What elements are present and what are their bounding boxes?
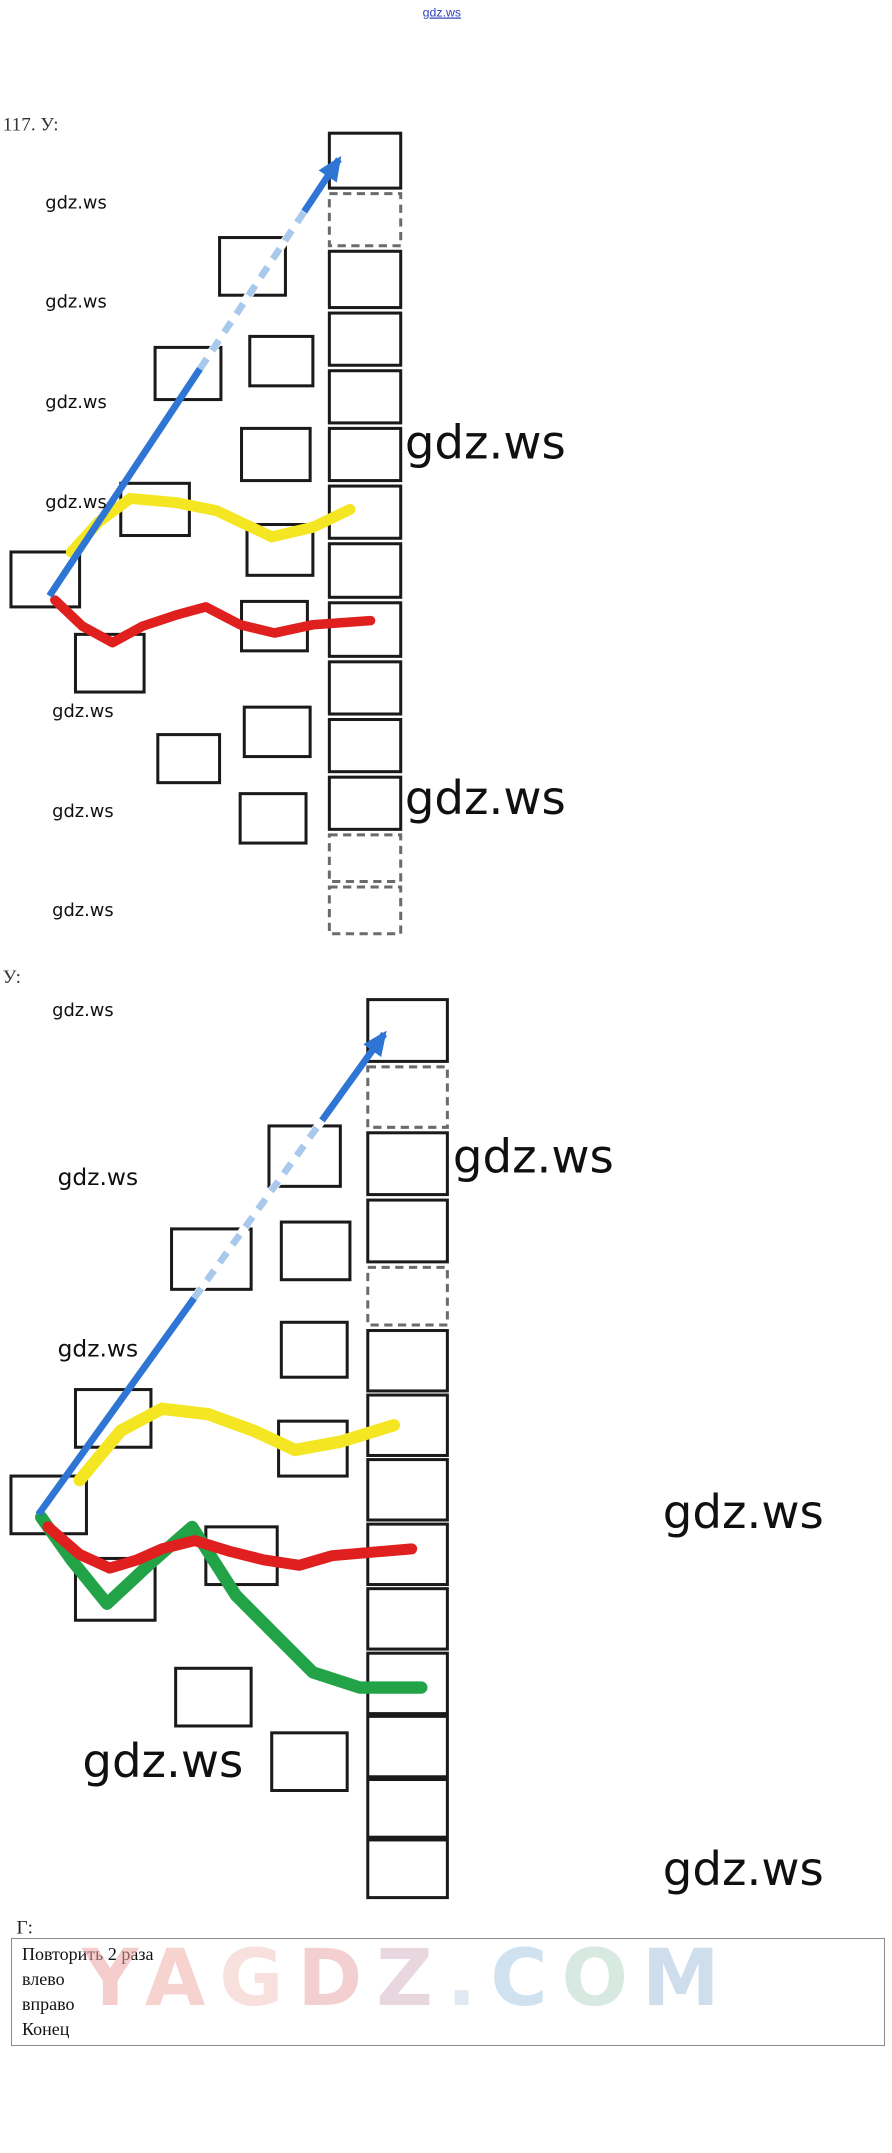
grid-cell bbox=[279, 1320, 349, 1379]
top-watermark-link[interactable]: gdz.ws bbox=[423, 5, 461, 19]
program-box: Повторить 2 раза влево вправо Конец bbox=[11, 1938, 885, 2046]
grid-cell bbox=[366, 1714, 449, 1779]
grid-cell bbox=[240, 426, 312, 483]
grid-cell-dashed bbox=[327, 885, 403, 936]
gdz-watermark: gdz.ws bbox=[58, 1335, 138, 1363]
grid-cell bbox=[366, 1778, 449, 1839]
grid-cell bbox=[327, 660, 403, 716]
green-route-line bbox=[34, 1511, 428, 1694]
grid-cell bbox=[327, 601, 403, 658]
red-route-line bbox=[50, 595, 376, 648]
grid-cell bbox=[366, 1458, 449, 1522]
grid-cell bbox=[270, 1731, 349, 1793]
grid-cell bbox=[238, 792, 308, 845]
gdz-watermark: gdz.ws bbox=[52, 1000, 114, 1021]
gdz-watermark: gdz.ws bbox=[45, 193, 107, 214]
grid-cell bbox=[327, 717, 403, 774]
gdz-watermark: gdz.ws bbox=[45, 392, 107, 413]
grid-cell bbox=[156, 733, 222, 785]
gdz-watermark: gdz.ws bbox=[82, 1735, 243, 1789]
grid-cell-dashed bbox=[327, 833, 403, 884]
gdz-watermark: gdz.ws bbox=[58, 1163, 138, 1191]
grid-cell bbox=[327, 426, 403, 483]
grid-cell bbox=[366, 1198, 449, 1264]
gdz-watermark: gdz.ws bbox=[52, 801, 114, 822]
grid-cell bbox=[327, 775, 403, 831]
grid-cell bbox=[366, 998, 449, 1063]
gdz-watermark: gdz.ws bbox=[45, 292, 107, 313]
gdz-watermark: gdz.ws bbox=[52, 900, 114, 921]
grid-cell bbox=[327, 311, 403, 367]
grid-cell-dashed bbox=[366, 1065, 449, 1129]
grid-cell bbox=[366, 1587, 449, 1651]
grid-cell bbox=[366, 1838, 449, 1900]
grid-cell bbox=[248, 334, 315, 388]
program-line-repeat: Повторить 2 раза bbox=[22, 1944, 154, 1964]
red-route-line bbox=[42, 1521, 418, 1574]
arrow-dashed-segment bbox=[197, 209, 308, 371]
gdz-watermark: gdz.ws bbox=[405, 772, 566, 826]
grid-cell bbox=[174, 1666, 253, 1728]
diagram-2: gdz.ws gdz.ws gdz.ws gdz.ws gdz.ws gdz.ws gdz.… bbox=[9, 998, 824, 1900]
gdz-watermark: gdz.ws bbox=[663, 1843, 824, 1897]
grid-cell bbox=[242, 705, 312, 759]
grid-cell bbox=[119, 481, 191, 538]
grid-cell bbox=[327, 542, 403, 599]
grid-cell bbox=[366, 1131, 449, 1197]
diagram-1: gdz.ws gdz.ws gdz.ws gdz.ws gdz.ws gdz.ws gdz.… bbox=[9, 131, 566, 936]
section-2-label: У: bbox=[3, 967, 21, 988]
program-line-right: вправо bbox=[22, 1994, 75, 2014]
program-line-end: Конец bbox=[22, 2019, 70, 2039]
grid-cell bbox=[279, 1220, 352, 1282]
grid-cell bbox=[327, 369, 403, 425]
gdz-watermark: gdz.ws bbox=[453, 1131, 614, 1185]
program-line-left: влево bbox=[22, 1969, 65, 1989]
grid-cell-dashed bbox=[366, 1265, 449, 1327]
grid-cell bbox=[9, 550, 82, 609]
grid-cell-dashed bbox=[327, 192, 403, 248]
gdz-watermark: gdz.ws bbox=[45, 492, 107, 513]
section-3-label: Г: bbox=[16, 1917, 32, 1938]
grid-cell bbox=[366, 1329, 449, 1393]
gdz-watermark: gdz.ws bbox=[405, 417, 566, 471]
gdz-watermark: gdz.ws bbox=[663, 1486, 824, 1540]
section-1-label: 117. У: bbox=[3, 114, 59, 135]
gdz-watermark: gdz.ws bbox=[52, 701, 114, 722]
grid-cell bbox=[327, 249, 403, 310]
yellow-route-line bbox=[73, 1402, 401, 1487]
arrow-dashed-segment bbox=[191, 1118, 325, 1301]
